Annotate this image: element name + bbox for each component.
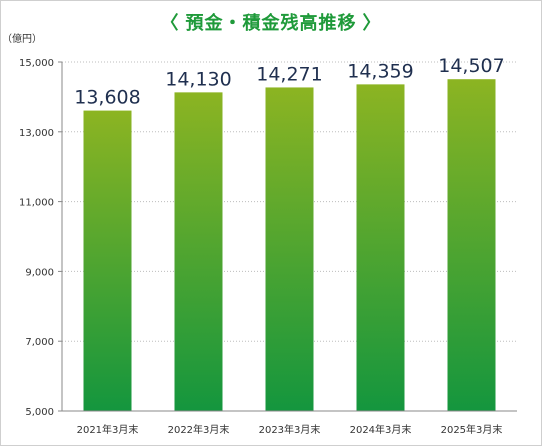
bar-value-label: 14,359 xyxy=(347,60,413,82)
x-tick-label: 2021年3月末 xyxy=(77,423,139,436)
x-tick-label: 2025年3月末 xyxy=(441,423,503,436)
title-bracket-left: 〈 xyxy=(160,13,180,34)
y-tick-label: 15,000 xyxy=(19,58,54,69)
x-tick-label: 2024年3月末 xyxy=(350,423,412,436)
bar xyxy=(265,87,314,411)
bar xyxy=(83,110,132,411)
bar xyxy=(447,79,496,412)
chart-title-text: 預金・積金残高推移 xyxy=(185,13,357,34)
y-tick-label: 9,000 xyxy=(25,267,54,278)
bar xyxy=(174,92,223,411)
x-tick-label: 2023年3月末 xyxy=(259,423,321,436)
bar-value-label: 14,507 xyxy=(438,55,504,77)
chart-title: 〈預金・積金残高推移〉 xyxy=(0,9,542,35)
y-tick-label: 7,000 xyxy=(25,337,54,348)
y-unit-label: （億円） xyxy=(2,32,42,45)
x-tick-label: 2022年3月末 xyxy=(168,423,230,436)
y-tick-label: 5,000 xyxy=(25,407,54,418)
bar-value-label: 14,130 xyxy=(165,68,231,90)
y-tick-label: 13,000 xyxy=(19,128,54,139)
y-tick-label: 11,000 xyxy=(19,198,54,209)
bar xyxy=(356,84,405,411)
bar-value-label: 14,271 xyxy=(256,63,322,85)
title-bracket-right: 〉 xyxy=(362,13,382,34)
bar-value-label: 13,608 xyxy=(74,87,140,109)
